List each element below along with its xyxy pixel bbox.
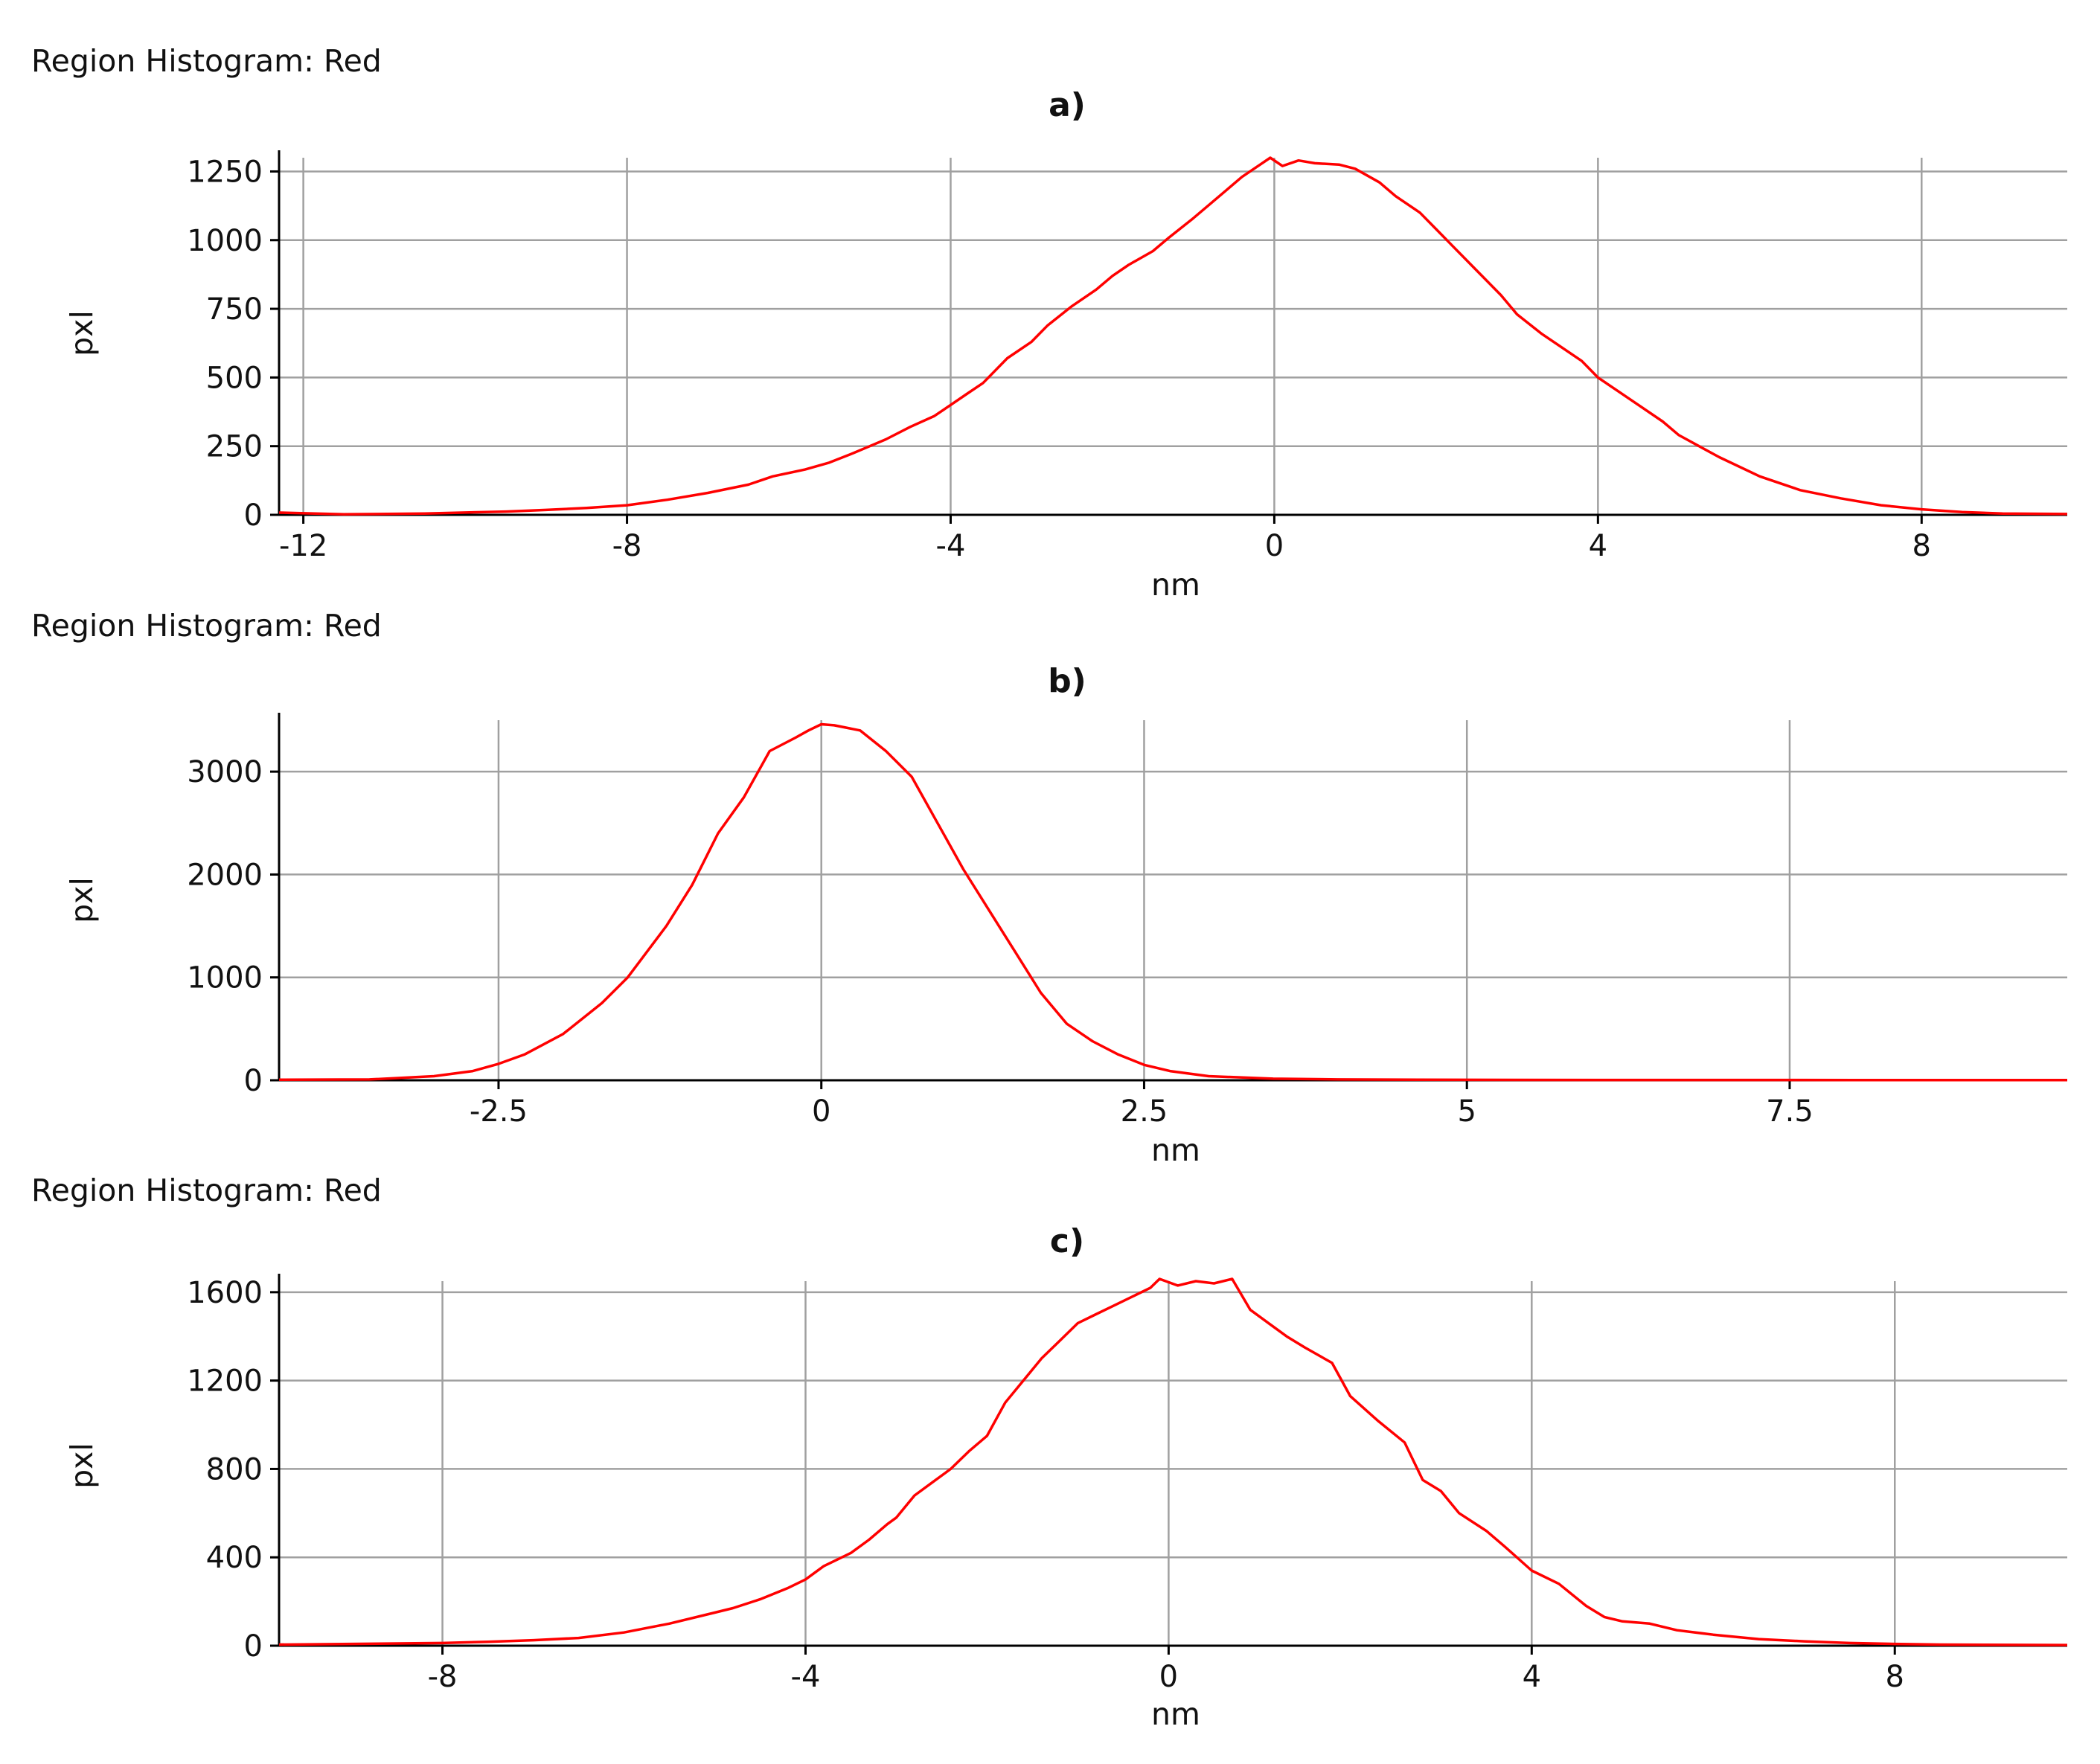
y-tick-label: 1600 [187,1276,263,1310]
y-tick-label: 3000 [187,755,263,789]
histogram-panel-c: Region Histogram: Red c) -8 -4 0 4 8 0 400 800 1… [31,1173,2068,1732]
x-tick-label: 7.5 [1766,1094,1814,1129]
x-axis-label: nm [1151,1132,1200,1168]
x-tick-label: 0 [1159,1660,1178,1694]
x-tick-label: -12 [279,529,327,563]
grid-layer [279,720,2067,1082]
panel-header: Region Histogram: Red [31,608,382,644]
y-tick-label: 1000 [187,961,263,995]
panel-title: a) [1049,86,1086,124]
tick-labels: -12 -8 -4 0 4 8 0 250 500 750 1000 1250 [187,155,1931,563]
x-tick-label: -8 [612,529,642,563]
y-tick-label: 400 [206,1541,263,1575]
panel-header: Region Histogram: Red [31,1173,382,1208]
x-tick-label: 8 [1912,529,1931,563]
grid-layer [279,158,2067,516]
x-tick-label: -4 [791,1660,821,1694]
y-tick-label: 500 [206,361,263,395]
series-line [278,722,2067,1082]
y-axis-label: pxl [64,1443,100,1489]
series-line [278,156,2068,516]
x-tick-label: 4 [1589,529,1607,563]
y-tick-label: 0 [244,1629,263,1664]
y-tick-label: 0 [244,498,263,533]
grid-layer [279,1281,2067,1647]
x-tick-label: 8 [1886,1660,1904,1694]
axis-layer [270,713,2067,1089]
x-tick-label: -2.5 [470,1094,528,1129]
y-tick-label: 1200 [187,1364,263,1399]
axis-layer [270,150,2067,524]
y-tick-label: 1250 [187,155,263,189]
y-axis-label: pxl [64,877,100,923]
tick-labels: -2.5 0 2.5 5 7.5 0 1000 2000 3000 [187,755,1814,1129]
x-tick-label: 2.5 [1121,1094,1168,1129]
x-axis-label: nm [1151,567,1200,603]
panel-title: b) [1048,662,1086,700]
y-tick-label: 0 [244,1064,263,1098]
x-tick-label: -8 [428,1660,458,1694]
panel-title: c) [1050,1222,1084,1260]
panel-header: Region Histogram: Red [31,43,382,79]
tick-labels: -8 -4 0 4 8 0 400 800 1200 1600 [187,1276,1904,1694]
x-tick-label: -4 [936,529,966,563]
y-tick-label: 1000 [187,224,263,258]
axis-layer [270,1274,2067,1655]
histogram-panel-a: Region Histogram: Red a) -12 -8 -4 0 4 8 0 250 5… [31,43,2068,603]
x-tick-label: 0 [812,1094,830,1129]
series-layer [278,722,2067,1082]
x-tick-label: 4 [1523,1660,1541,1694]
y-axis-label: pxl [64,310,100,356]
x-axis-label: nm [1151,1696,1200,1732]
x-tick-label: 5 [1457,1094,1476,1129]
y-tick-label: 750 [206,292,263,327]
y-tick-label: 800 [206,1452,263,1486]
x-tick-label: 0 [1265,529,1284,563]
series-line [278,1277,2068,1646]
y-tick-label: 2000 [187,858,263,892]
histogram-panel-b: Region Histogram: Red b) -2.5 0 2.5 5 7.5 0 10… [31,608,2067,1168]
y-tick-label: 250 [206,430,263,464]
series-layer [278,156,2068,516]
series-layer [278,1277,2068,1646]
